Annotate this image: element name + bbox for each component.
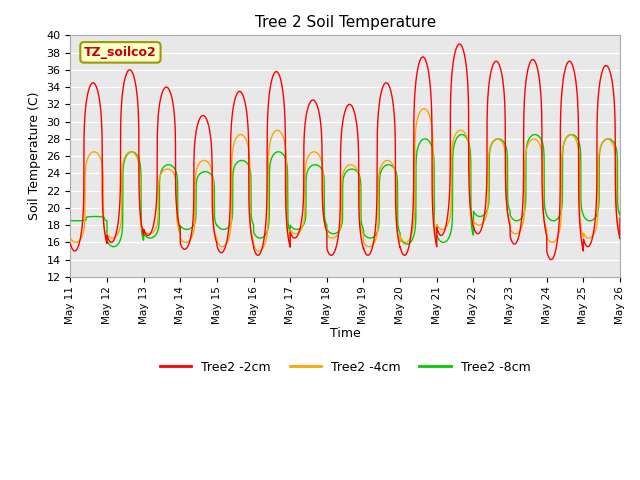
Legend: Tree2 -2cm, Tree2 -4cm, Tree2 -8cm: Tree2 -2cm, Tree2 -4cm, Tree2 -8cm [155,356,535,379]
Text: TZ_soilco2: TZ_soilco2 [84,46,157,59]
X-axis label: Time: Time [330,327,360,340]
Title: Tree 2 Soil Temperature: Tree 2 Soil Temperature [255,15,436,30]
Y-axis label: Soil Temperature (C): Soil Temperature (C) [28,92,41,220]
